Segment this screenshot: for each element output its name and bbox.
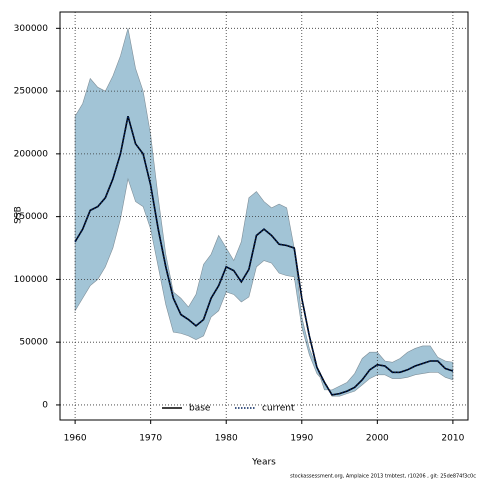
x-tick-label: 1980 — [215, 434, 238, 444]
y-tick-label: 100000 — [14, 275, 49, 285]
x-tick-label: 1990 — [290, 434, 313, 444]
y-axis-label: SSB — [14, 206, 24, 224]
plot-frame — [59, 11, 469, 421]
confidence-band — [74, 28, 454, 397]
y-tick-label: 150000 — [14, 212, 49, 222]
y-tick-label: 200000 — [14, 149, 49, 159]
y-tick-label: 50000 — [19, 338, 48, 348]
y-tick-label: 0 — [42, 400, 48, 410]
legend-label: current — [262, 404, 295, 414]
y-tick-label: 250000 — [14, 87, 49, 97]
x-tick-label: 1970 — [139, 434, 162, 444]
x-tick-label: 1960 — [64, 434, 87, 444]
legend-label: base — [189, 404, 211, 414]
footer: stockassessment.org, Amplaice 2013 tmbte… — [290, 474, 476, 480]
series-line — [74, 115, 454, 396]
x-tick-label: 2010 — [441, 434, 464, 444]
y-tick-label: 300000 — [14, 24, 49, 34]
x-axis-label: Years — [251, 458, 276, 468]
x-tick-label: 2000 — [366, 434, 389, 444]
